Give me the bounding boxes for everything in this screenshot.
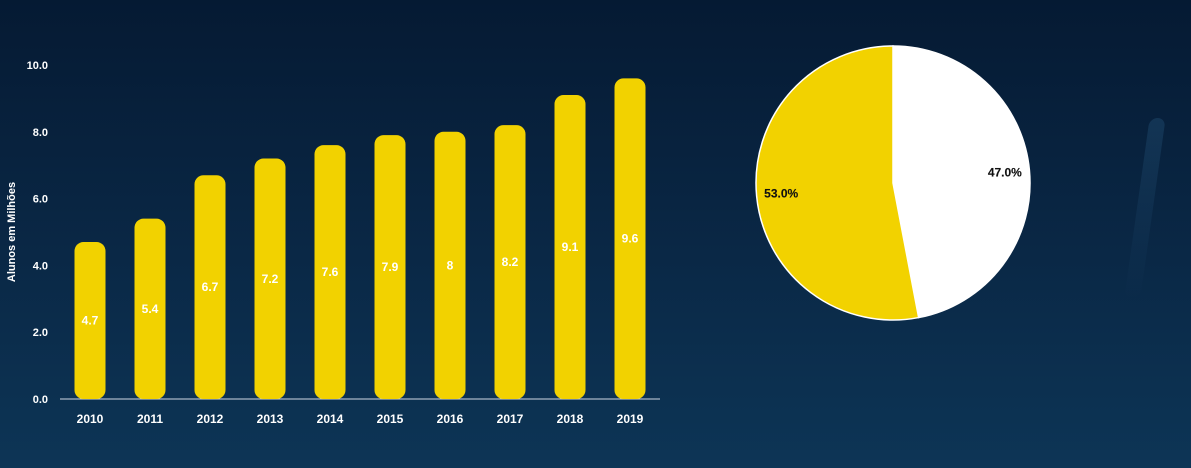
bar (614, 78, 646, 400)
y-tick-label: 8.0 (33, 127, 48, 139)
bar (74, 242, 106, 399)
bar-chart: 0.0 2.0 4.0 6.0 8.0 10.0 Alunos em Milhões 4.… (6, 60, 660, 426)
y-tick-label: 10.0 (27, 60, 48, 72)
bar-value-label: 8 (447, 258, 454, 272)
x-tick-label: 2018 (557, 412, 584, 426)
pie-slice-label: 47.0% (988, 165, 1022, 179)
pie-slice-label: 53.0% (764, 187, 798, 201)
bar (374, 135, 406, 399)
bar-value-label: 9.1 (562, 240, 579, 254)
bar-value-label: 5.4 (142, 302, 159, 316)
pie-slice (755, 45, 920, 321)
y-tick-label: 4.0 (33, 260, 48, 272)
x-tick-label: 2013 (257, 412, 284, 426)
y-axis-title: Alunos em Milhões (6, 182, 18, 282)
bar-value-label: 9.6 (622, 232, 639, 246)
x-tick-label: 2016 (437, 412, 464, 426)
bar (314, 145, 346, 399)
bars-group (74, 78, 646, 400)
x-tick-label: 2010 (77, 412, 104, 426)
x-tick-label: 2017 (497, 412, 524, 426)
pie-labels-group: 47.0% 53.0% (764, 165, 1022, 200)
bar-value-label: 4.7 (82, 314, 99, 328)
x-tick-label: 2014 (317, 412, 344, 426)
x-tick-label: 2011 (137, 412, 163, 426)
bar-value-label: 6.7 (202, 280, 219, 294)
y-axis-ticks: 0.0 2.0 4.0 6.0 8.0 10.0 (27, 60, 48, 406)
bar-labels-group: 4.7 5.4 6.7 7.2 7.6 7.9 8 8.2 9.1 9.6 (82, 232, 639, 328)
bar-value-label: 7.2 (262, 272, 279, 286)
bar (494, 125, 526, 400)
pie-slices-group (755, 45, 1031, 321)
bar (434, 131, 466, 400)
bar (254, 158, 286, 399)
bar (134, 218, 166, 399)
y-tick-label: 6.0 (33, 194, 48, 206)
bar (194, 175, 226, 399)
pie-slice (892, 45, 1031, 319)
bar-value-label: 8.2 (502, 255, 519, 269)
y-tick-label: 2.0 (33, 327, 48, 339)
bar (554, 95, 586, 399)
x-tick-label: 2012 (197, 412, 224, 426)
bar-value-label: 7.9 (382, 260, 399, 274)
y-tick-label: 0.0 (33, 394, 48, 406)
x-tick-label: 2019 (617, 412, 644, 426)
bar-value-label: 7.6 (322, 265, 339, 279)
x-axis-ticks: 2010 2011 2012 2013 2014 2015 2016 2017 2018 2019 (77, 412, 644, 426)
x-tick-label: 2015 (377, 412, 404, 426)
